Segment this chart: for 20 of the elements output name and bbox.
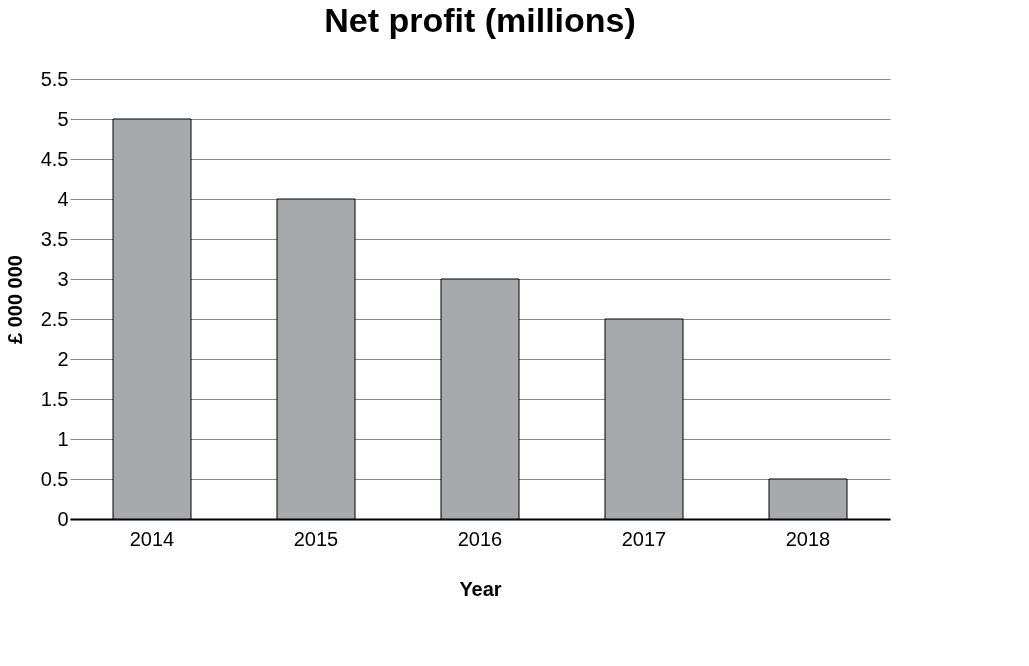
y-tick-label: 1 xyxy=(57,427,69,450)
y-tick-label: 2.5 xyxy=(40,307,69,330)
y-tick-label: 4.5 xyxy=(40,147,69,170)
y-axis-title: £ 000 000 xyxy=(3,255,26,344)
x-tick-label: 2017 xyxy=(621,527,667,550)
y-tick-label: 5.5 xyxy=(40,67,69,90)
x-axis-title: Year xyxy=(459,577,502,600)
y-tick-label: 1.5 xyxy=(40,387,69,410)
y-tick-label: 3.5 xyxy=(40,227,69,250)
y-tick-label: 0 xyxy=(57,507,69,530)
y-tick-label: 5 xyxy=(57,107,69,130)
x-tick-label: 2018 xyxy=(785,527,831,550)
y-tick-label: 3 xyxy=(57,267,69,290)
y-tick-label: 0.5 xyxy=(40,467,69,490)
x-tick-label: 2015 xyxy=(293,527,339,550)
y-tick-label: 2 xyxy=(57,347,69,370)
chart-title: Net profit (millions) xyxy=(324,1,636,39)
y-tick-label: 4 xyxy=(57,187,69,210)
x-tick-label: 2016 xyxy=(457,527,503,550)
x-tick-label: 2014 xyxy=(129,527,175,550)
